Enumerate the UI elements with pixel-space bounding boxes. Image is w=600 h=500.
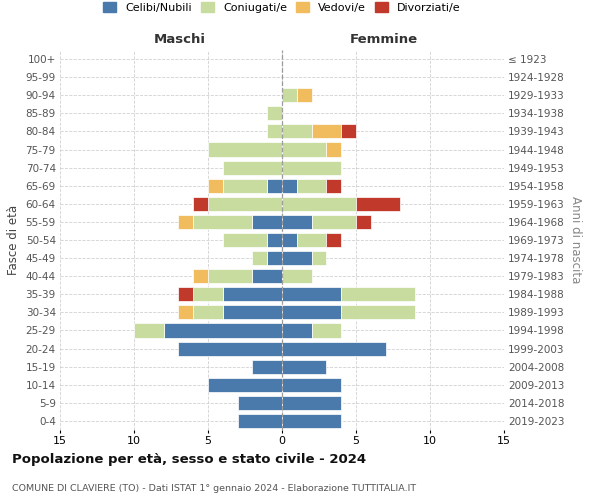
Bar (238, 396, 282, 410)
Y-axis label: Fasce di età: Fasce di età (7, 205, 20, 275)
Bar (223, 287, 282, 302)
Bar (326, 178, 341, 193)
Bar (178, 306, 193, 320)
Bar (178, 287, 193, 302)
Bar (267, 178, 282, 193)
Bar (282, 324, 311, 338)
Bar (282, 396, 341, 410)
Bar (282, 197, 356, 211)
Bar (282, 251, 311, 265)
Bar (223, 233, 267, 247)
Bar (282, 124, 311, 138)
Bar (311, 124, 341, 138)
Text: COMUNE DI CLAVIERE (TO) - Dati ISTAT 1° gennaio 2024 - Elaborazione TUTTITALIA.I: COMUNE DI CLAVIERE (TO) - Dati ISTAT 1° … (12, 484, 416, 493)
Bar (223, 160, 282, 174)
Legend: Celibi/Nubili, Coniugati/e, Vedovi/e, Divorziati/e: Celibi/Nubili, Coniugati/e, Vedovi/e, Di… (103, 2, 461, 13)
Y-axis label: Anni di nascita: Anni di nascita (569, 196, 581, 284)
Bar (208, 142, 282, 156)
Bar (208, 269, 253, 283)
Bar (282, 360, 326, 374)
Bar (282, 233, 297, 247)
Bar (208, 178, 223, 193)
Bar (282, 88, 297, 102)
Bar (282, 342, 386, 355)
Bar (253, 360, 282, 374)
Bar (178, 342, 282, 355)
Bar (267, 124, 282, 138)
Bar (326, 142, 341, 156)
Bar (267, 106, 282, 120)
Bar (297, 88, 311, 102)
Bar (193, 269, 208, 283)
Bar (193, 287, 223, 302)
Bar (282, 306, 341, 320)
Bar (267, 233, 282, 247)
Bar (282, 269, 311, 283)
Text: Femmine: Femmine (350, 33, 418, 46)
Bar (238, 414, 282, 428)
Bar (193, 215, 253, 229)
Bar (223, 306, 282, 320)
Bar (253, 251, 267, 265)
Bar (311, 324, 341, 338)
Bar (134, 324, 164, 338)
Bar (282, 287, 341, 302)
Bar (282, 215, 311, 229)
Bar (311, 251, 326, 265)
Bar (282, 378, 341, 392)
Bar (253, 215, 282, 229)
Bar (282, 160, 341, 174)
Bar (253, 269, 282, 283)
Bar (297, 178, 326, 193)
Bar (356, 215, 371, 229)
Bar (297, 233, 326, 247)
Bar (326, 233, 341, 247)
Bar (267, 251, 282, 265)
Bar (193, 306, 223, 320)
Bar (193, 197, 208, 211)
Bar (282, 142, 326, 156)
Bar (208, 197, 282, 211)
Bar (341, 124, 356, 138)
Bar (208, 378, 282, 392)
Bar (282, 414, 341, 428)
Bar (311, 215, 356, 229)
Bar (164, 324, 282, 338)
Bar (356, 197, 400, 211)
Text: Popolazione per età, sesso e stato civile - 2024: Popolazione per età, sesso e stato civil… (12, 452, 366, 466)
Bar (282, 178, 297, 193)
Bar (341, 306, 415, 320)
Bar (223, 178, 267, 193)
Bar (341, 287, 415, 302)
Text: Maschi: Maschi (154, 33, 206, 46)
Bar (178, 215, 193, 229)
